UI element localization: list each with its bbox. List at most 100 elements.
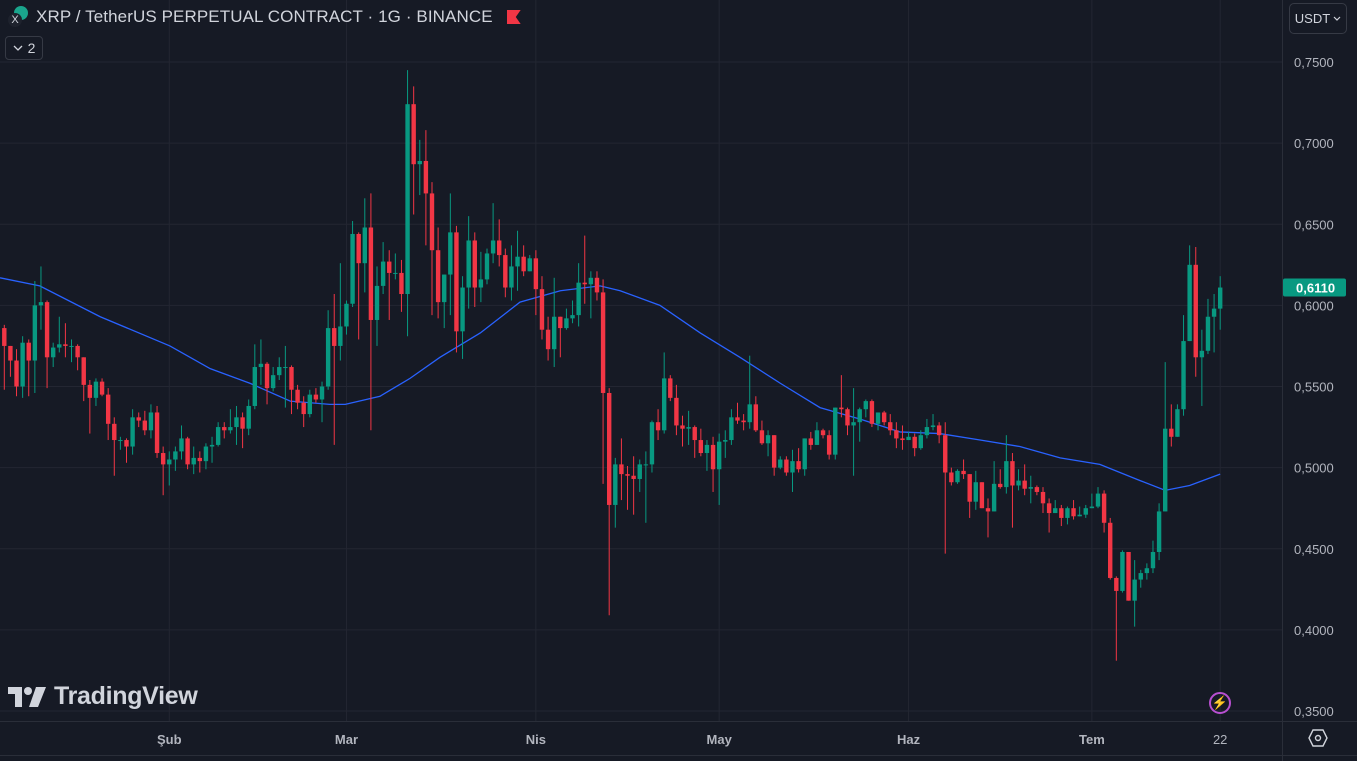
candle-body bbox=[1211, 308, 1217, 317]
flag-icon[interactable] bbox=[506, 10, 521, 24]
candle bbox=[222, 422, 227, 439]
candle-body bbox=[136, 417, 141, 421]
candle bbox=[442, 274, 447, 329]
candle bbox=[1053, 500, 1058, 514]
candle bbox=[991, 461, 997, 512]
candle-body bbox=[833, 407, 838, 455]
candle bbox=[454, 225, 459, 353]
lightning-icon[interactable]: ⚡ bbox=[1209, 692, 1231, 714]
candle-body bbox=[594, 277, 600, 293]
candle-body bbox=[319, 386, 325, 400]
candle-body bbox=[790, 461, 795, 473]
currency-button[interactable]: USDT bbox=[1289, 3, 1347, 34]
symbol-title[interactable]: XRP / TetherUS PERPETUAL CONTRACT · 1G ·… bbox=[36, 7, 493, 26]
candle-body bbox=[503, 255, 508, 288]
y-tick-label: 0,7000 bbox=[1294, 136, 1334, 151]
candle bbox=[490, 203, 496, 264]
candle bbox=[888, 414, 893, 436]
candle-body bbox=[906, 436, 911, 441]
candle-body bbox=[643, 464, 649, 466]
candle-body bbox=[277, 367, 282, 376]
candle bbox=[900, 425, 905, 450]
candle-body bbox=[784, 459, 789, 473]
candle bbox=[1108, 517, 1113, 580]
indicators-collapse-button[interactable]: 2 bbox=[5, 36, 43, 60]
candle bbox=[1144, 563, 1150, 580]
y-tick-label: 0,6500 bbox=[1294, 217, 1334, 232]
candle-body bbox=[912, 436, 917, 449]
candle-body bbox=[490, 240, 496, 254]
candle bbox=[185, 436, 190, 470]
candle bbox=[784, 456, 789, 476]
candle bbox=[1199, 329, 1205, 406]
moving-average-line bbox=[0, 277, 1221, 492]
candle bbox=[472, 232, 477, 307]
candle bbox=[1016, 469, 1021, 491]
candle-body bbox=[851, 422, 856, 426]
candle-body bbox=[228, 427, 233, 431]
candle bbox=[411, 86, 416, 215]
candle bbox=[1114, 576, 1119, 661]
candle-body bbox=[1028, 487, 1033, 489]
candle bbox=[509, 245, 514, 301]
candle-body bbox=[252, 367, 258, 406]
candle bbox=[606, 388, 612, 616]
candle-body bbox=[1095, 493, 1101, 507]
y-tick-label: 0,4000 bbox=[1294, 623, 1334, 638]
candle bbox=[1089, 493, 1095, 509]
candle-body bbox=[820, 430, 826, 436]
candle bbox=[1187, 245, 1192, 342]
candle-body bbox=[460, 287, 465, 332]
candle bbox=[961, 459, 966, 479]
candle-body bbox=[32, 305, 38, 361]
candle bbox=[478, 251, 484, 303]
candle-body bbox=[967, 474, 972, 502]
candle bbox=[716, 433, 722, 505]
candle bbox=[399, 259, 404, 312]
candle-body bbox=[332, 328, 337, 346]
candle bbox=[710, 436, 716, 492]
candle bbox=[228, 409, 233, 434]
candle-body bbox=[118, 440, 123, 442]
candle-body bbox=[173, 451, 178, 460]
candle-body bbox=[1071, 508, 1076, 517]
candle bbox=[753, 396, 759, 432]
candle-body bbox=[625, 474, 630, 476]
candle bbox=[484, 248, 490, 285]
tradingview-logo[interactable]: TradingView bbox=[8, 682, 198, 711]
candle-body bbox=[796, 461, 801, 470]
candle bbox=[1126, 551, 1131, 601]
candle-body bbox=[527, 258, 532, 272]
candle-body bbox=[680, 425, 685, 429]
candle-body bbox=[979, 482, 985, 509]
candle bbox=[1217, 276, 1223, 330]
settings-icon[interactable] bbox=[1308, 729, 1328, 747]
candle-body bbox=[295, 389, 300, 403]
candle bbox=[918, 430, 923, 450]
candle bbox=[521, 245, 526, 277]
candle bbox=[179, 425, 184, 460]
candle-body bbox=[466, 240, 471, 288]
candle bbox=[368, 193, 374, 431]
candle bbox=[943, 422, 948, 554]
candle bbox=[649, 420, 655, 473]
candle bbox=[790, 449, 795, 492]
x-tick-label: Haz bbox=[897, 732, 921, 747]
candle-body bbox=[900, 438, 905, 441]
candle bbox=[692, 425, 697, 458]
candle bbox=[387, 250, 392, 320]
candle-body bbox=[802, 438, 807, 470]
candle bbox=[148, 404, 154, 439]
candle bbox=[307, 389, 312, 418]
candle bbox=[704, 440, 710, 471]
candle-body bbox=[973, 482, 978, 502]
candle bbox=[154, 405, 160, 458]
candle-body bbox=[949, 472, 954, 483]
candle-body bbox=[857, 409, 862, 423]
candle bbox=[875, 412, 881, 431]
candle bbox=[674, 384, 679, 436]
candle-body bbox=[582, 282, 587, 285]
candle bbox=[949, 467, 954, 486]
candle-body bbox=[301, 402, 306, 415]
